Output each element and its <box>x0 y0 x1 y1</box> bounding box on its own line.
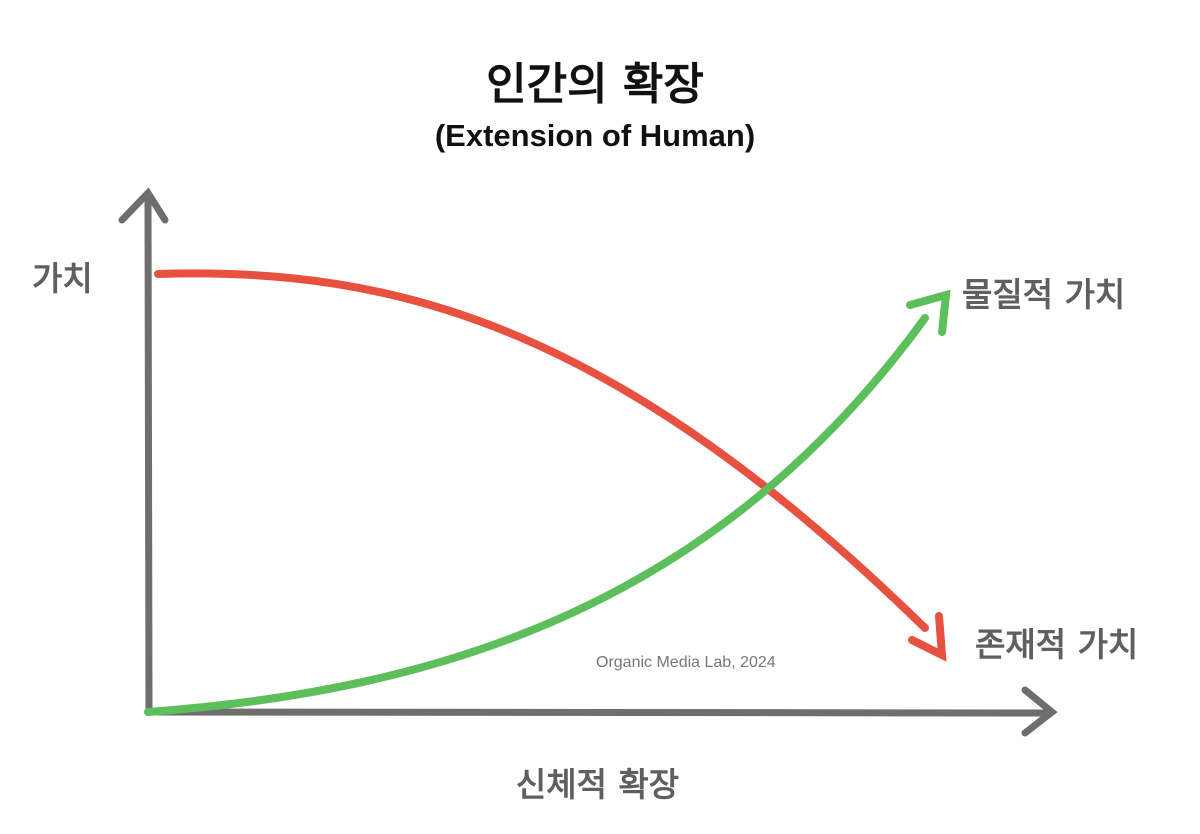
diagram-subtitle: (Extension of Human) <box>434 118 756 153</box>
watermark: Organic Media Lab, 2024 <box>596 654 776 671</box>
x-axis-arrowhead-icon <box>1021 686 1058 737</box>
up-arrowhead-icon <box>906 289 951 336</box>
existential-value-label: 존재적 가치 <box>975 625 1139 664</box>
y-axis-label: 가치 <box>32 259 93 298</box>
y-axis-arrowhead-icon <box>118 187 169 224</box>
x-axis-label: 신체적 확장 <box>515 765 680 804</box>
diagram-title: 인간의 확장 <box>486 59 704 110</box>
x-axis <box>144 686 1058 737</box>
series-existential-value-curve <box>154 269 947 662</box>
series-material-value-curve <box>144 289 951 716</box>
down-arrowhead-icon <box>908 612 947 662</box>
material-value-label: 물질적 가치 <box>962 275 1126 314</box>
y-axis <box>118 187 169 716</box>
